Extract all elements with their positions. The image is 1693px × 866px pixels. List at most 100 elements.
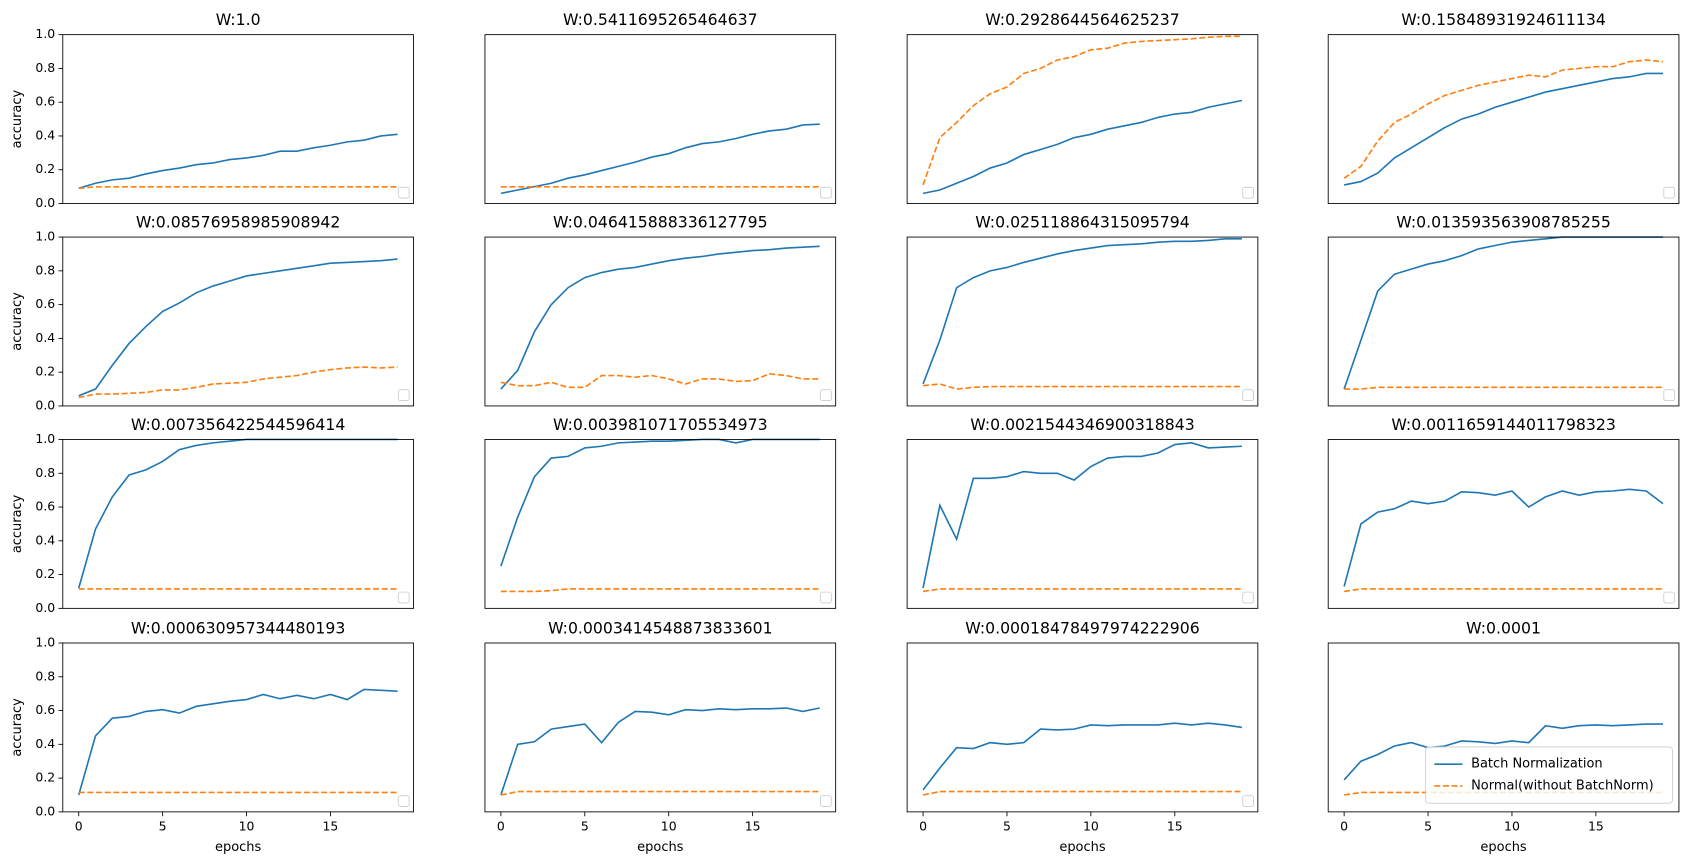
- series-line: [1343, 723, 1663, 781]
- plot-frame: [62, 236, 414, 407]
- legend-box: [397, 186, 410, 199]
- series-line: [922, 722, 1243, 791]
- series-line: [78, 133, 398, 190]
- y-tick-label: 0.2: [35, 566, 55, 581]
- y-tick-label: 0.2: [35, 770, 55, 785]
- y-tick-label: 1.0: [35, 431, 55, 446]
- x-tick-label: 0: [1340, 819, 1348, 834]
- plot-frame: [1327, 236, 1680, 407]
- legend-label: Batch Normalization: [1471, 757, 1603, 772]
- y-axis-label: accuracy: [10, 292, 25, 351]
- series-line: [922, 383, 1242, 390]
- legend-box: [820, 186, 832, 199]
- x-tick-label: 15: [323, 819, 339, 834]
- x-tick-label: 0: [497, 819, 505, 834]
- subplot-title: W:0.025118864315095794: [975, 212, 1190, 231]
- subplot-title: W:0.003981071705534973: [553, 415, 768, 434]
- series-line: [500, 588, 820, 593]
- x-axis-label: epochs: [1480, 840, 1526, 855]
- series-line: [1343, 72, 1663, 186]
- series-line: [77, 688, 398, 796]
- subplot-title: W:0.0021544346900318843: [970, 415, 1194, 434]
- plot-frame: [1327, 642, 1680, 813]
- subplot-title: W:0.08576958985908942: [136, 212, 341, 231]
- x-tick-label: 10: [661, 819, 677, 834]
- x-tick-label: 5: [1424, 819, 1432, 834]
- plot-frame: [906, 236, 1259, 407]
- y-tick-label: 0.6: [35, 296, 55, 311]
- series-line: [922, 99, 1243, 195]
- y-tick-label: 0.2: [35, 364, 55, 379]
- y-tick-label: 1.0: [35, 26, 55, 41]
- y-tick-label: 0.6: [35, 702, 55, 717]
- y-tick-label: 0.2: [35, 161, 55, 176]
- series-line: [922, 237, 1242, 385]
- subplot-title: W:0.0003414548873833601: [548, 618, 772, 637]
- x-axis-label: epochs: [1059, 840, 1105, 855]
- x-tick-label: 15: [745, 819, 761, 834]
- legend-box: [397, 795, 410, 807]
- x-axis-label: epochs: [637, 840, 683, 855]
- series-line: [500, 707, 820, 796]
- legend-box: [397, 389, 410, 401]
- x-tick-label: 15: [1167, 819, 1183, 834]
- plot-frame: [906, 34, 1259, 204]
- legend-box: [1663, 591, 1676, 604]
- series-line: [77, 438, 398, 589]
- plot-frame: [906, 642, 1259, 813]
- subplot-title: W:0.00018478497974222906: [965, 618, 1199, 637]
- y-tick-label: 0.0: [35, 600, 55, 615]
- y-tick-label: 0.4: [35, 532, 55, 547]
- subplot-title: W:0.046415888336127795: [553, 212, 768, 231]
- plot-frame: [484, 642, 837, 813]
- y-tick-label: 0.8: [35, 60, 55, 75]
- subplot-title: W:0.0001: [1466, 618, 1541, 637]
- series-line: [500, 438, 820, 567]
- plot-frame: [62, 439, 414, 609]
- x-tick-label: 5: [1003, 819, 1011, 834]
- series-line: [922, 442, 1242, 589]
- x-tick-label: 10: [1504, 819, 1520, 834]
- legend-box: [820, 591, 832, 604]
- series-line: [922, 588, 1242, 593]
- series-line: [500, 373, 820, 389]
- subplot-title: W:0.013593563908785255: [1396, 212, 1611, 231]
- y-tick-label: 0.6: [35, 94, 55, 109]
- x-axis-label: epochs: [215, 840, 261, 855]
- series-line: [500, 123, 820, 195]
- y-tick-label: 0.6: [35, 499, 55, 514]
- series-line: [1344, 588, 1663, 593]
- y-tick-label: 0.4: [35, 127, 55, 142]
- legend-box: [1663, 389, 1676, 401]
- legend-box: [1663, 186, 1676, 199]
- series-line: [1343, 236, 1663, 390]
- x-tick-label: 10: [239, 819, 255, 834]
- subplot-title: W:0.2928644564625237: [985, 10, 1180, 29]
- legend-box: [1425, 746, 1673, 804]
- plot-frame: [484, 236, 837, 407]
- y-tick-label: 0.4: [35, 736, 55, 751]
- series-line: [1343, 488, 1664, 587]
- subplot-title: W:0.000630957344480193: [131, 618, 346, 637]
- y-tick-label: 0.4: [35, 330, 55, 345]
- plot-frame: [62, 34, 414, 204]
- y-tick-label: 0.8: [35, 668, 55, 683]
- series-line: [922, 35, 1242, 186]
- x-tick-label: 5: [581, 819, 589, 834]
- legend-box: [820, 389, 832, 401]
- plot-frame: [484, 439, 837, 609]
- legend-box: [1242, 795, 1254, 807]
- plot-frame: [1327, 439, 1680, 609]
- series-line: [500, 790, 820, 796]
- y-tick-label: 1.0: [35, 229, 55, 244]
- y-axis-label: accuracy: [10, 90, 25, 149]
- subplot-title: W:0.0011659144011798323: [1391, 415, 1615, 434]
- series-line: [78, 258, 398, 397]
- series-line: [78, 366, 398, 399]
- y-axis-label: accuracy: [10, 494, 25, 553]
- y-tick-label: 0.0: [35, 397, 55, 412]
- y-axis-label: accuracy: [10, 698, 25, 757]
- plot-frame: [906, 439, 1259, 609]
- legend-box: [1242, 186, 1254, 199]
- series-line: [500, 245, 820, 390]
